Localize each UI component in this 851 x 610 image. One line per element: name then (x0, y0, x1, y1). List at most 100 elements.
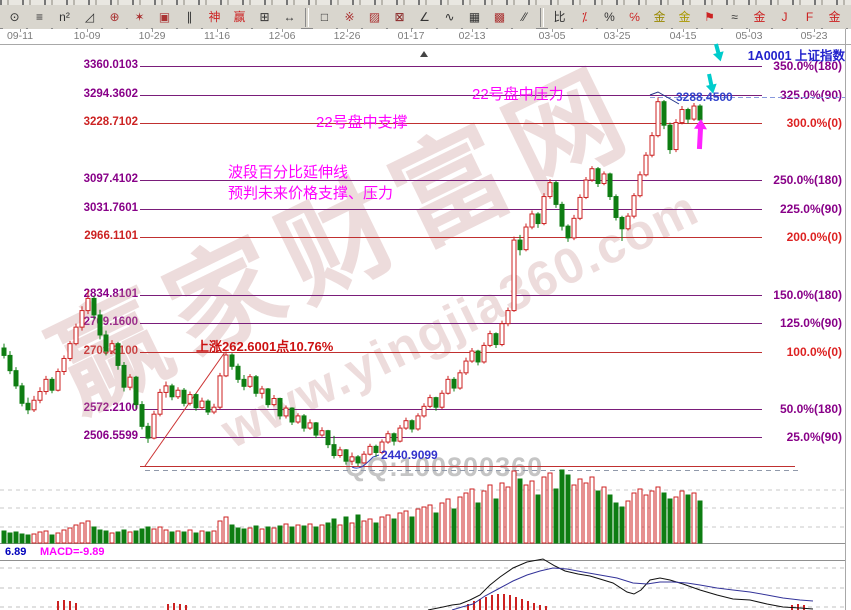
candle-body (595, 168, 601, 185)
fine-grid-tool-icon[interactable]: ▦ (463, 5, 486, 29)
ruler-comb-tool-icon[interactable]: ≡ (28, 5, 51, 29)
price-level-label: 2834.8101 (83, 287, 138, 300)
candle-body (481, 344, 487, 363)
span-arrows-tool-icon[interactable]: ↔ (278, 5, 301, 29)
volume-bar (85, 520, 91, 544)
date-tick (217, 29, 218, 32)
gold-circle-tool-icon[interactable]: 金 (648, 5, 671, 29)
price-level-label: 2966.1101 (84, 229, 138, 242)
candle-body (559, 203, 565, 227)
volume-bar (49, 534, 55, 544)
volume-bar (271, 527, 277, 544)
flag-tool-icon[interactable]: ⚑ (698, 5, 721, 29)
high-price-label: 3288.4500 (676, 90, 733, 104)
grid-numbers-tool-icon[interactable]: ⊞ (253, 5, 276, 29)
candle-body (607, 173, 613, 198)
percent-tool-icon[interactable]: % (598, 5, 621, 29)
volume-bar (583, 482, 589, 544)
candle-body (463, 360, 469, 374)
candle-body (451, 378, 457, 389)
volume-bar (529, 480, 535, 544)
macd-left-value: 6.89 (5, 546, 27, 558)
date-tick (552, 29, 553, 32)
volume-bar (379, 516, 385, 544)
candle-body (421, 405, 427, 417)
volume-bar (25, 534, 31, 544)
candle-body (397, 427, 403, 442)
volume-bar (331, 518, 337, 544)
candle-body (403, 420, 409, 429)
date-axis: 09-11 10-09 10-29 11-16 12-06 12-26 01-17 02-13… (0, 29, 851, 44)
price-level-label: 2506.5599 (83, 429, 138, 442)
target-circle-tool-icon[interactable]: ⊕ (103, 5, 126, 29)
candle-body (409, 420, 415, 430)
drawing-toolbar: ⊙≡n²◿⊕✶▣∥神赢⊞↔□※▨⊠∠∿▦▩⁄⁄比⁒%℅金金⚑≈金JF金进庄四 (0, 0, 851, 29)
box-x-tool-icon[interactable]: ⊠ (388, 5, 411, 29)
up-arrow-marker[interactable] (693, 119, 708, 150)
box-tool-icon[interactable]: □ (313, 5, 336, 29)
volume-bar (601, 486, 607, 544)
percent-line-tool-icon[interactable]: ℅ (623, 5, 646, 29)
fan-lines-tool-icon[interactable]: ※ (338, 5, 361, 29)
volume-bar (199, 530, 205, 544)
candle-body (157, 391, 163, 415)
gold-angle-tool-icon[interactable]: 金 (823, 5, 846, 29)
red-grid-tool-icon[interactable]: ▩ (488, 5, 511, 29)
hatch-lines-tool-icon[interactable]: ⁄⁄ (513, 5, 536, 29)
volume-bar (265, 526, 271, 544)
percent-drop-tool-icon[interactable]: ⁒ (573, 5, 596, 29)
candle-body (283, 407, 289, 417)
candle-body (115, 343, 121, 366)
candle-body (391, 433, 397, 442)
price-level-label: 3360.0103 (83, 58, 138, 71)
candle-body (295, 415, 301, 423)
date-label: 03-05 (538, 30, 566, 42)
angle-line-tool-icon[interactable]: ∠ (413, 5, 436, 29)
candle-body (193, 394, 199, 409)
percent-bars-tool-icon[interactable]: 比 (548, 5, 571, 29)
volume-bar (37, 531, 43, 544)
annotation-support: 22号盘中支撑 (316, 114, 408, 131)
star-burst-tool-icon[interactable]: ✶ (128, 5, 151, 29)
volume-bar (319, 524, 325, 544)
candle-body (511, 239, 517, 312)
volume-bar (571, 484, 577, 544)
wave-tool-icon[interactable]: ∿ (438, 5, 461, 29)
wave-trendline[interactable] (144, 351, 226, 467)
j-angle-tool-icon[interactable]: J (773, 5, 796, 29)
volume-bar (187, 529, 193, 544)
jin-angle-tool-icon[interactable]: 进 (848, 5, 851, 29)
date-label: 04-15 (669, 30, 697, 42)
gann-box-tool-icon[interactable]: ▨ (363, 5, 386, 29)
f-angle-tool-icon[interactable]: F (798, 5, 821, 29)
ying-tool-icon[interactable]: 赢 (228, 5, 251, 29)
mini-trendline[interactable] (649, 91, 680, 105)
grid-target-tool-icon[interactable]: ▣ (153, 5, 176, 29)
volume-bar (115, 531, 121, 544)
annotation-tool-line1: 波段百分比延伸线 (228, 164, 349, 181)
percent-level-label: 50.0%(180) (779, 401, 842, 416)
price-level-label: 3097.4102 (83, 172, 138, 185)
volume-bar (211, 530, 217, 544)
down-arrow-marker[interactable] (704, 73, 719, 95)
candle-body (199, 400, 205, 409)
wave-band-tool-icon[interactable]: ≈ (723, 5, 746, 29)
candle-body (307, 422, 313, 429)
clock-tool-icon[interactable]: ⊙ (3, 5, 26, 29)
triangle-marker (420, 51, 428, 57)
volume-bar (457, 496, 463, 544)
volume-bar (277, 525, 283, 544)
gold-red-tool-icon[interactable]: 金 (748, 5, 771, 29)
volume-bar (223, 516, 229, 544)
candle-body (523, 226, 529, 251)
gold-line-tool-icon[interactable]: 金 (673, 5, 696, 29)
down-arrow-marker[interactable] (711, 43, 726, 63)
volume-bar (577, 478, 583, 544)
tick-marks-tool-icon[interactable]: ∥ (178, 5, 201, 29)
shen-tool-icon[interactable]: 神 (203, 5, 226, 29)
candle-body (163, 385, 169, 393)
n2-count-tool-icon[interactable]: n² (53, 5, 76, 29)
setsquare-tool-icon[interactable]: ◿ (78, 5, 101, 29)
candle-body (457, 372, 463, 389)
